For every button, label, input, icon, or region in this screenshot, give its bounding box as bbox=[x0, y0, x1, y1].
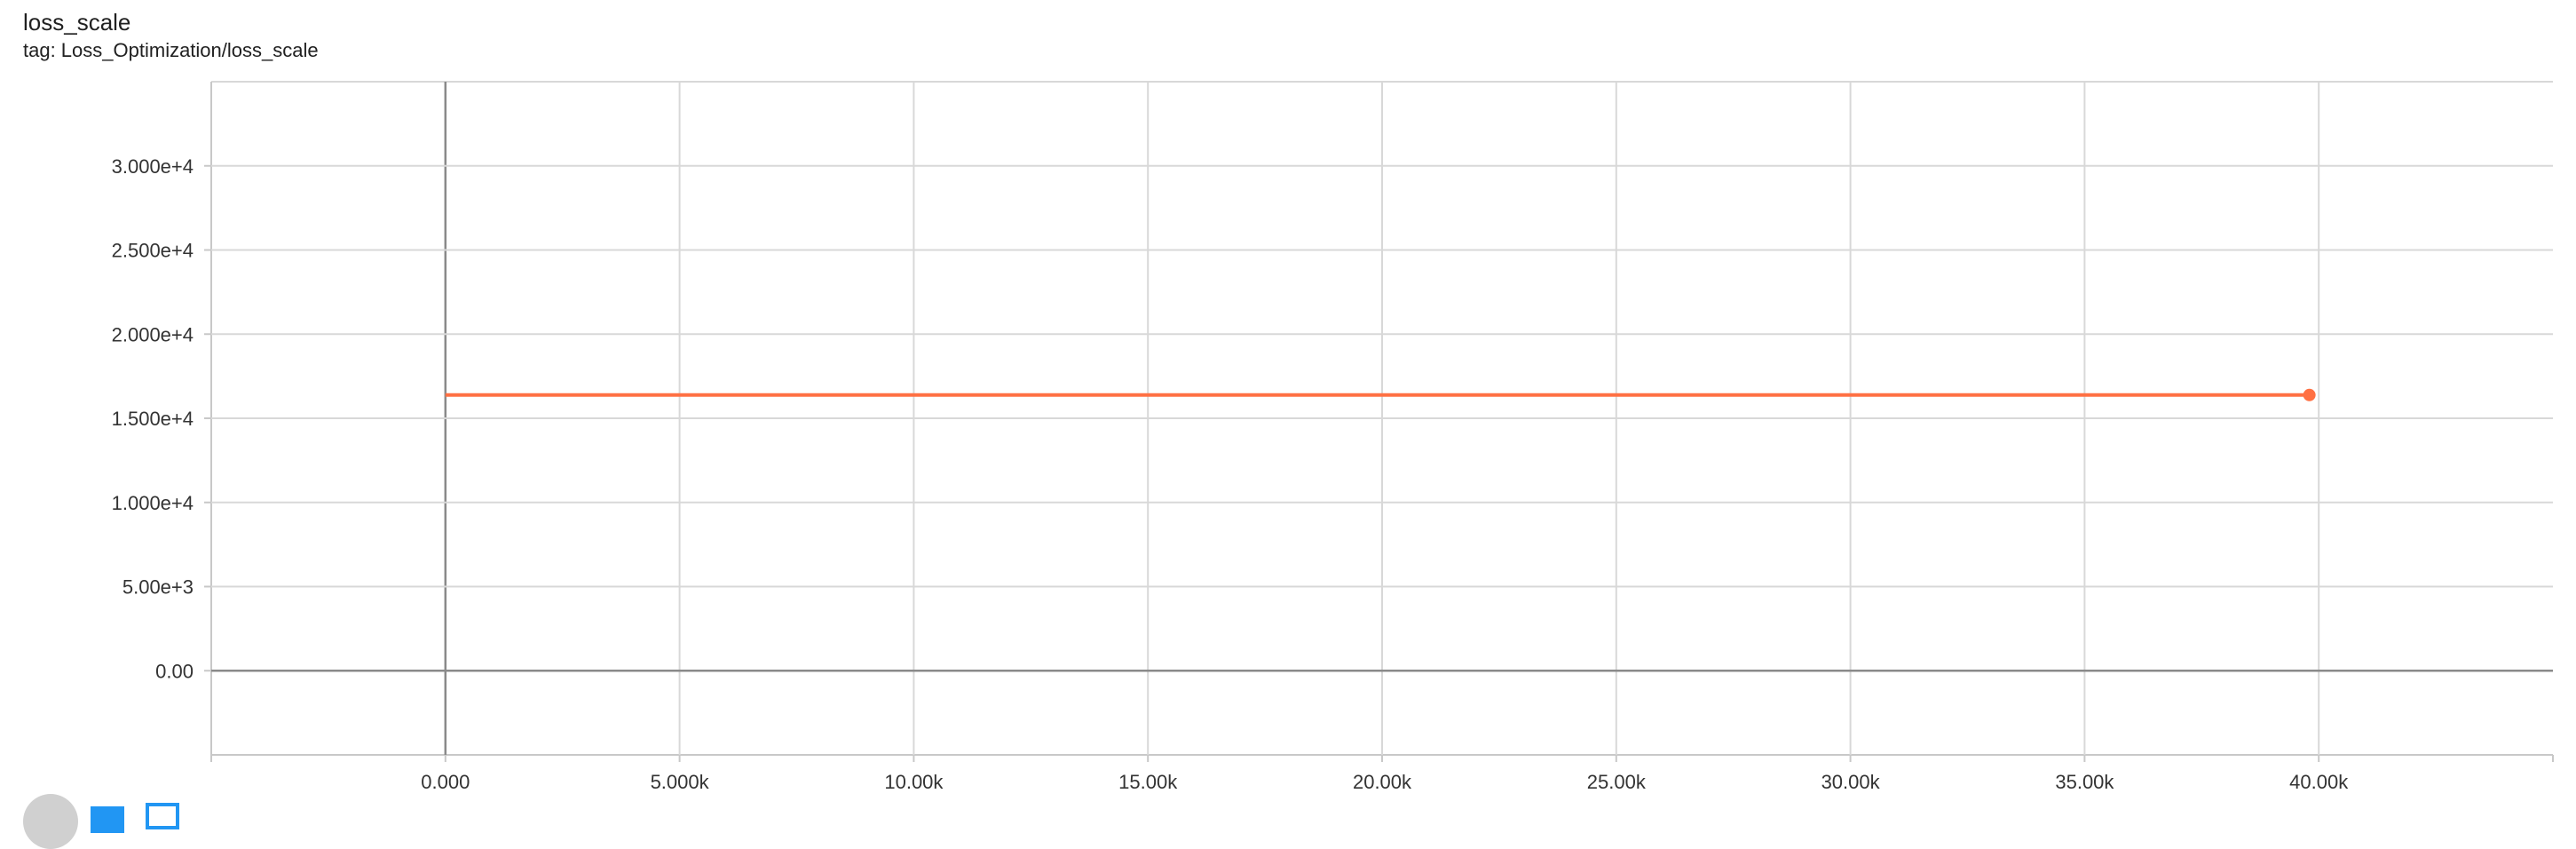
x-tick-label: 10.00k bbox=[884, 771, 944, 793]
x-tick-label: 5.000k bbox=[651, 771, 710, 793]
y-tick-label: 0.00 bbox=[155, 660, 194, 682]
x-tick-label: 35.00k bbox=[2055, 771, 2114, 793]
chart-tag: tag: Loss_Optimization/loss_scale bbox=[23, 39, 319, 61]
y-tick-label: 3.000e+4 bbox=[112, 155, 194, 178]
axes bbox=[204, 164, 2554, 762]
series-end-point bbox=[2303, 388, 2316, 401]
y-tick-label: 2.500e+4 bbox=[112, 240, 194, 262]
x-tick-label: 25.00k bbox=[1587, 771, 1647, 793]
x-tick-label: 40.00k bbox=[2289, 771, 2349, 793]
chart-title: loss_scale bbox=[23, 9, 131, 36]
fit-domain-icon[interactable] bbox=[146, 803, 179, 829]
x-tick-label: 30.00k bbox=[1821, 771, 1881, 793]
y-tick-label: 1.500e+4 bbox=[112, 408, 194, 430]
grid bbox=[210, 81, 2553, 756]
expand-icon[interactable] bbox=[23, 794, 78, 849]
line-chart: 0.000 5.000k 10.00k 15.00k 20.00k 25.00k 30.00… bbox=[112, 81, 2554, 793]
y-tick-label: 2.000e+4 bbox=[112, 323, 194, 345]
x-tick-label: 15.00k bbox=[1118, 771, 1178, 793]
y-tick-label: 5.00e+3 bbox=[122, 576, 194, 599]
data-icon[interactable] bbox=[91, 806, 124, 833]
x-tick-label: 0.000 bbox=[421, 771, 470, 793]
y-tick-label: 1.000e+4 bbox=[112, 492, 194, 514]
tick-labels: 0.000 5.000k 10.00k 15.00k 20.00k 25.00k 30.00… bbox=[112, 155, 2350, 793]
series bbox=[445, 388, 2316, 401]
x-tick-label: 20.00k bbox=[1353, 771, 1412, 793]
